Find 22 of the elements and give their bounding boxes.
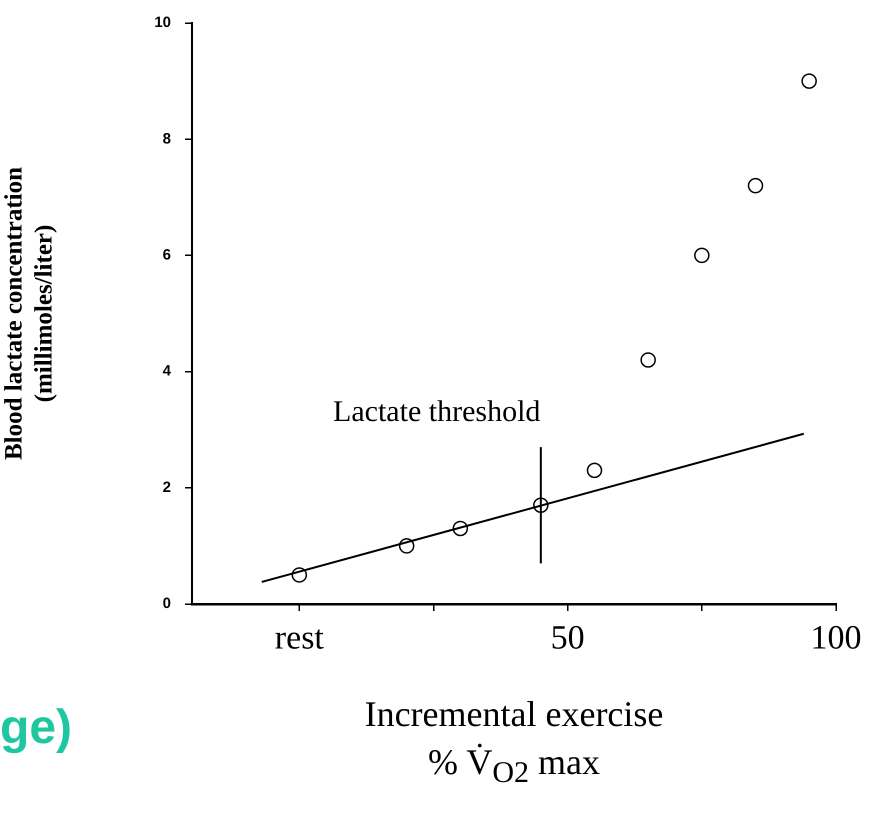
annotation: Lactate threshold (333, 395, 540, 429)
point (694, 248, 710, 264)
y-tick-label: 0 (162, 595, 171, 612)
point (640, 352, 656, 368)
y-tick-label: 4 (162, 362, 172, 380)
point (452, 520, 468, 536)
point (292, 567, 308, 583)
point (748, 178, 764, 194)
x-tick-label: 100 (810, 619, 862, 656)
x-tick-label: 50 (550, 619, 585, 656)
y-tick-label: 6 (162, 246, 171, 264)
text: ge) (0, 700, 72, 755)
point (801, 73, 817, 89)
y-tick-label: 8 (162, 130, 171, 148)
y-tick-label: 10 (154, 14, 171, 32)
point (533, 497, 549, 513)
y-axis-title: Blood lactate concentration (millimoles/liter) (0, 166, 58, 460)
x-axis-title: Incremental exercise % V̇$_{O2}$ max (364, 693, 664, 792)
y-tick-label: 2 (162, 478, 171, 496)
point (586, 462, 602, 478)
point (398, 538, 414, 554)
x-tick-label: rest (274, 619, 324, 656)
